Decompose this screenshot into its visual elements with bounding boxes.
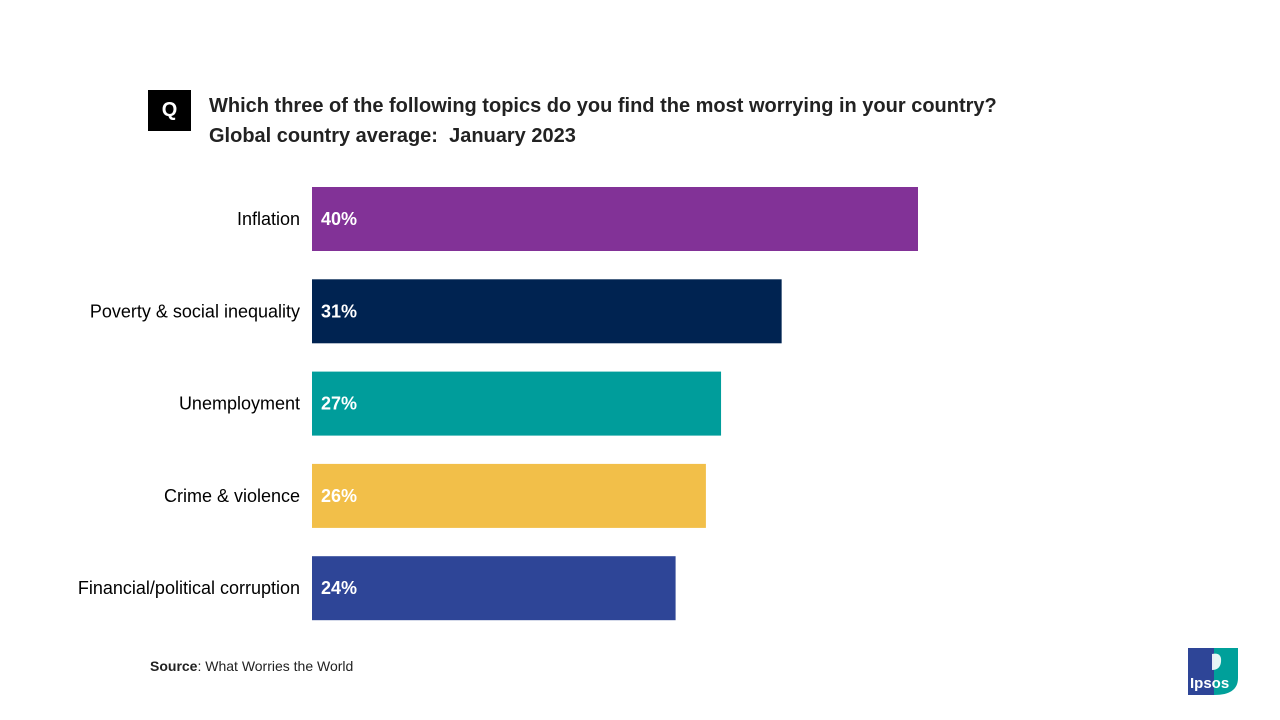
logo-text: Ipsos: [1190, 675, 1230, 692]
title-line-1: Which three of the following topics do y…: [209, 95, 997, 117]
category-label-financial-political-corruption: Financial/political corruption: [78, 578, 300, 598]
ipsos-logo-mark: [1188, 648, 1238, 695]
category-label-crime-violence: Crime & violence: [164, 486, 300, 506]
value-label-crime-violence: 26%: [321, 486, 357, 506]
bar-crime-violence: [312, 463, 706, 528]
category-label-poverty-social-inequality: Poverty & social inequality: [90, 301, 300, 321]
chart-title: Which three of the following topics do y…: [209, 91, 997, 151]
source-text: : What Worries the World: [197, 658, 354, 674]
ipsos-logo: Ipsos: [1188, 648, 1238, 695]
value-label-poverty-social-inequality: 31%: [321, 301, 357, 321]
source-note: Source: What Worries the World: [150, 658, 353, 674]
source-label: Source: [150, 658, 198, 674]
value-label-financial-political-corruption: 24%: [321, 578, 357, 598]
category-label-inflation: Inflation: [237, 209, 300, 229]
bar-poverty-social-inequality: [312, 279, 782, 344]
bar-inflation: [312, 187, 918, 251]
value-label-unemployment: 27%: [321, 394, 357, 414]
value-label-inflation: 40%: [321, 209, 357, 229]
title-line-2: Global country average: January 2023: [209, 125, 576, 147]
question-badge: Q: [148, 90, 191, 131]
bar-unemployment: [312, 371, 722, 436]
bar-financial-political-corruption: [312, 556, 676, 621]
category-label-unemployment: Unemployment: [179, 394, 300, 414]
